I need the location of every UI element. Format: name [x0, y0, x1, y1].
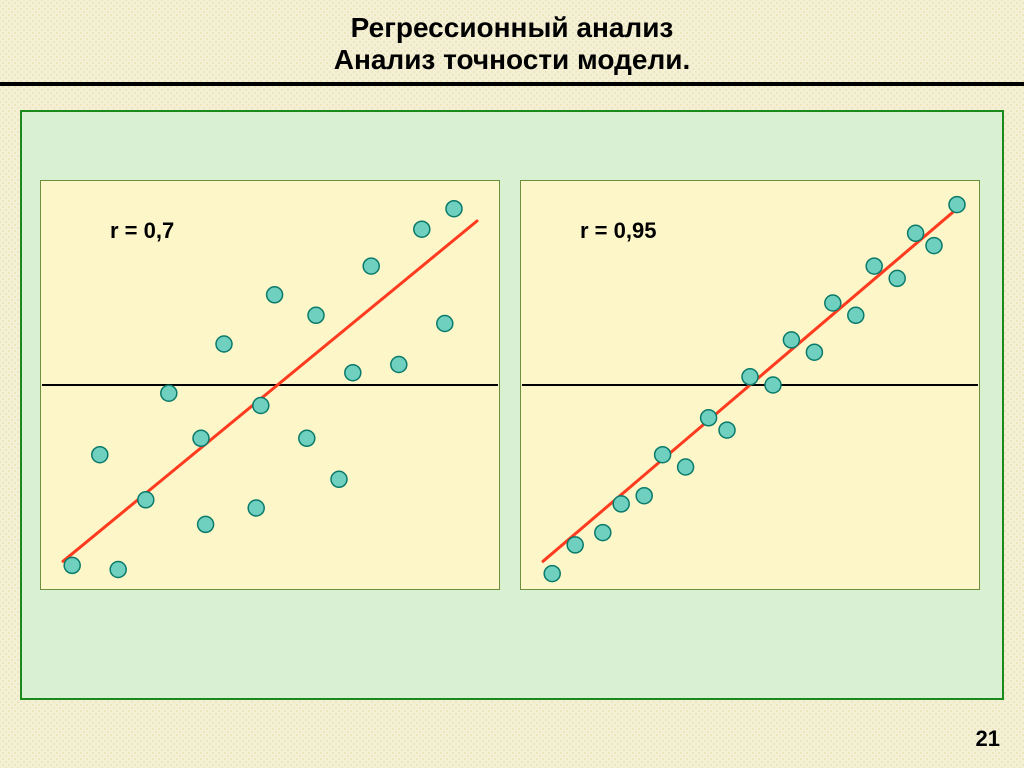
data-point — [701, 410, 717, 426]
data-point — [248, 500, 264, 516]
data-point — [926, 238, 942, 254]
data-point — [437, 316, 453, 332]
data-point — [391, 357, 407, 373]
data-point — [544, 566, 560, 582]
slide-title: Регрессионный анализ Анализ точности мод… — [0, 0, 1024, 76]
data-point — [678, 459, 694, 475]
data-point — [613, 496, 629, 512]
title-line-1: Регрессионный анализ — [0, 12, 1024, 44]
data-point — [908, 225, 924, 241]
data-point — [331, 471, 347, 487]
data-point — [414, 221, 430, 237]
data-point — [216, 336, 232, 352]
data-point — [806, 344, 822, 360]
title-divider — [0, 82, 1024, 86]
scatter-chart-right: r = 0,95 — [520, 180, 980, 590]
data-point — [92, 447, 108, 463]
data-point — [825, 295, 841, 311]
data-point — [742, 369, 758, 385]
data-point — [161, 385, 177, 401]
data-point — [719, 422, 735, 438]
slide-page: Регрессионный анализ Анализ точности мод… — [0, 0, 1024, 768]
correlation-label: r = 0,7 — [110, 218, 174, 243]
correlation-label: r = 0,95 — [580, 218, 656, 243]
data-point — [446, 201, 462, 217]
data-point — [253, 398, 269, 414]
data-point — [636, 488, 652, 504]
data-point — [866, 258, 882, 274]
data-point — [110, 562, 126, 578]
data-point — [267, 287, 283, 303]
data-point — [595, 525, 611, 541]
data-point — [655, 447, 671, 463]
data-point — [345, 365, 361, 381]
data-point — [198, 516, 214, 532]
page-number: 21 — [976, 726, 1000, 752]
data-point — [848, 307, 864, 323]
data-point — [783, 332, 799, 348]
data-point — [193, 430, 209, 446]
title-line-2: Анализ точности модели. — [0, 44, 1024, 76]
data-point — [138, 492, 154, 508]
data-point — [567, 537, 583, 553]
data-point — [949, 197, 965, 213]
data-point — [889, 270, 905, 286]
data-point — [308, 307, 324, 323]
data-point — [363, 258, 379, 274]
scatter-chart-left: r = 0,7 — [40, 180, 500, 590]
data-point — [64, 557, 80, 573]
data-point — [299, 430, 315, 446]
data-point — [765, 377, 781, 393]
